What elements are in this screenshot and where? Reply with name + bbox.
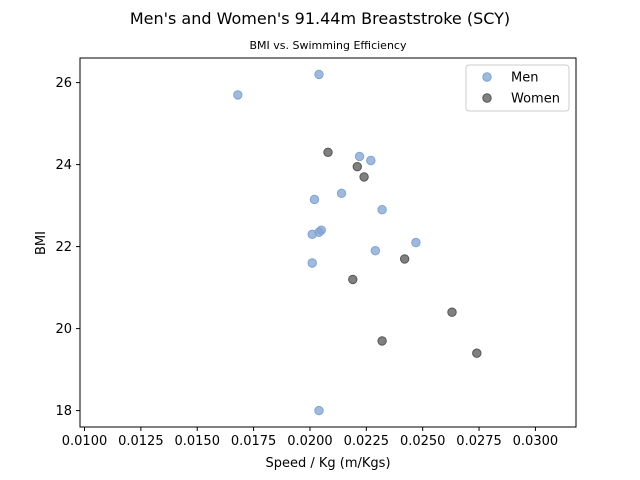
data-point-men-2 bbox=[354, 151, 365, 162]
x-tick-label: 0.0225 bbox=[344, 434, 390, 449]
y-tick-label: 24 bbox=[55, 158, 72, 173]
data-point-women-6 bbox=[377, 336, 387, 346]
x-tick-label: 0.0100 bbox=[62, 434, 108, 449]
data-point-men-4 bbox=[336, 188, 347, 199]
data-point-women-0 bbox=[323, 147, 333, 158]
data-point-women-5 bbox=[447, 307, 457, 317]
data-point-men-5 bbox=[309, 194, 320, 205]
legend-marker-men bbox=[482, 72, 492, 82]
legend-marker-women bbox=[482, 93, 492, 103]
axes: 0.0100 0.0125 0.0150 0.0175 0.0200 0.0225 0.02… bbox=[55, 57, 577, 449]
legend: Men Women bbox=[465, 64, 570, 112]
data-point-men-0 bbox=[233, 90, 243, 100]
x-tick-label: 0.0200 bbox=[287, 434, 333, 449]
data-point-women-1 bbox=[352, 161, 363, 172]
legend-box bbox=[465, 64, 570, 112]
data-point-men-9 bbox=[307, 229, 317, 240]
chart-subtitle: BMI vs. Swimming Efficiency bbox=[250, 39, 407, 52]
data-point-men-1 bbox=[314, 69, 324, 80]
data-point-women-4 bbox=[348, 274, 358, 285]
plot-marks bbox=[233, 69, 482, 416]
data-point-men-11 bbox=[370, 246, 381, 256]
y-axis-label: BMI bbox=[34, 231, 49, 255]
chart-title: Men's and Women's 91.44m Breaststroke (S… bbox=[130, 9, 510, 28]
data-point-men-13 bbox=[314, 405, 324, 416]
x-tick-label: 0.0125 bbox=[118, 434, 164, 449]
x-tick-label: 0.0275 bbox=[456, 434, 502, 449]
x-tick-label: 0.0250 bbox=[400, 434, 446, 449]
y-tick-label: 22 bbox=[55, 240, 72, 255]
plot-frame bbox=[79, 57, 577, 428]
legend-label-men: Men bbox=[511, 71, 538, 86]
data-point-men-12 bbox=[307, 258, 317, 268]
data-point-women-7 bbox=[472, 348, 482, 358]
data-point-women-3 bbox=[399, 254, 410, 264]
data-point-men-10 bbox=[411, 237, 421, 248]
data-point-men-6 bbox=[377, 205, 387, 215]
y-tick-label: 20 bbox=[55, 322, 72, 337]
legend-label-women: Women bbox=[511, 92, 560, 107]
y-tick-label: 26 bbox=[55, 76, 72, 91]
x-axis-label: Speed / Kg (m/Kgs) bbox=[265, 456, 390, 471]
x-tick-label: 0.0175 bbox=[231, 434, 277, 449]
data-point-women-2 bbox=[359, 172, 369, 182]
y-tick-label: 18 bbox=[55, 404, 72, 419]
data-point-men-3 bbox=[366, 155, 376, 166]
x-tick-label: 0.0300 bbox=[513, 434, 559, 449]
x-tick-label: 0.0150 bbox=[174, 434, 220, 449]
